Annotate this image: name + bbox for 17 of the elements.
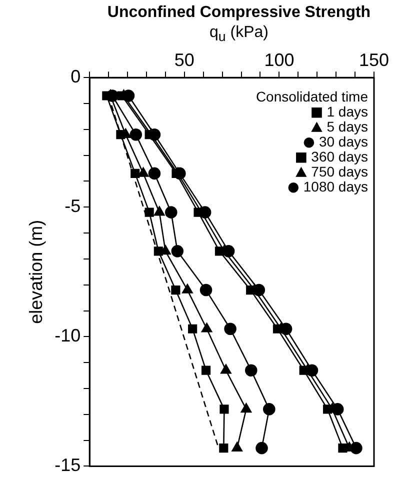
legend-label: 1080 days: [303, 178, 368, 194]
y-axis-title: elevation (m): [26, 220, 46, 324]
y-tick-label: -5: [64, 196, 81, 216]
legend-label: 30 days: [318, 133, 368, 150]
y-tick-label: -10: [54, 326, 81, 346]
x-axis-title: q$_{u}$ (kPa): [208, 24, 270, 44]
legend-label: 360 days: [311, 148, 368, 164]
legend-label: 5 days: [326, 118, 368, 134]
legend-title: Consolidated time: [256, 88, 368, 104]
x-tick-label: 150: [358, 50, 390, 70]
y-tick-label: 0: [70, 66, 81, 87]
chart-title: Unconfined Compressive Strength: [106, 4, 372, 22]
legend-label: 1 days: [326, 103, 368, 120]
x-tick-label: 50: [174, 50, 194, 70]
legend-label: 750 days: [311, 163, 368, 180]
y-tick-label: -15: [54, 455, 81, 476]
x-tick-label: 100: [264, 50, 294, 70]
